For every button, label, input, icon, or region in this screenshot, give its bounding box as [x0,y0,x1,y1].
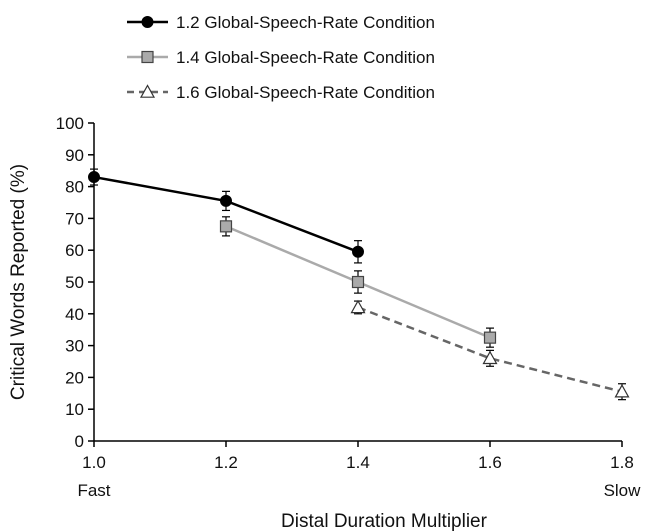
y-tick-label: 20 [65,368,84,387]
data-point [219,220,233,233]
x-tick-label: 1.8 [610,453,634,472]
x-tick-label: 1.6 [478,453,502,472]
y-tick-label: 0 [75,432,84,451]
x-ticks: 1.0 1.2 1.4 1.6 1.8 [82,441,634,472]
series-line [357,306,623,393]
legend-item: 1.2 Global-Speech-Rate Condition [127,13,435,32]
y-tick-label: 50 [65,273,84,292]
x-end-label-fast: Fast [77,481,110,500]
y-tick-label: 70 [65,209,84,228]
data-point [614,383,630,398]
y-tick-label: 30 [65,337,84,356]
legend-marker [141,50,154,64]
legend-item: 1.4 Global-Speech-Rate Condition [127,48,435,67]
x-tick-label: 1.4 [346,453,370,472]
x-tick-label: 1.0 [82,453,106,472]
legend-marker [139,84,156,98]
legend-label: 1.6 Global-Speech-Rate Condition [176,83,435,102]
x-axis-title: Distal Duration Multiplier [281,511,488,532]
y-tick-label: 100 [56,114,84,133]
data-point [483,331,497,344]
legend-marker [141,16,154,28]
legend-item: 1.6 Global-Speech-Rate Condition [127,83,435,102]
y-axis-title: Critical Words Reported (%) [8,164,29,400]
series-layer [88,168,630,401]
legend-label: 1.2 Global-Speech-Rate Condition [176,13,435,32]
y-tick-label: 60 [65,241,84,260]
x-end-label-slow: Slow [604,481,642,500]
legend: 1.2 Global-Speech-Rate Condition 1.4 Glob… [127,13,435,102]
data-point [220,194,232,207]
y-tick-label: 80 [65,178,84,197]
y-tick-label: 90 [65,146,84,165]
x-tick-label: 1.2 [214,453,238,472]
series-3 [350,299,630,401]
y-tick-label: 10 [65,400,84,419]
series-line [93,175,359,253]
data-point [352,245,364,258]
y-ticks: 0 10 20 30 40 50 60 70 80 90 100 [56,114,94,451]
data-point [351,275,365,289]
data-point [350,299,366,314]
data-point [482,350,498,365]
axes: 0 10 20 30 40 50 60 70 80 90 100 1.0 1.2 1.4 1.6 1.8 [56,114,634,472]
series-2 [219,216,497,348]
data-point [88,171,100,184]
y-tick-label: 40 [65,305,84,324]
legend-label: 1.4 Global-Speech-Rate Condition [176,48,435,67]
series-1 [88,168,364,264]
